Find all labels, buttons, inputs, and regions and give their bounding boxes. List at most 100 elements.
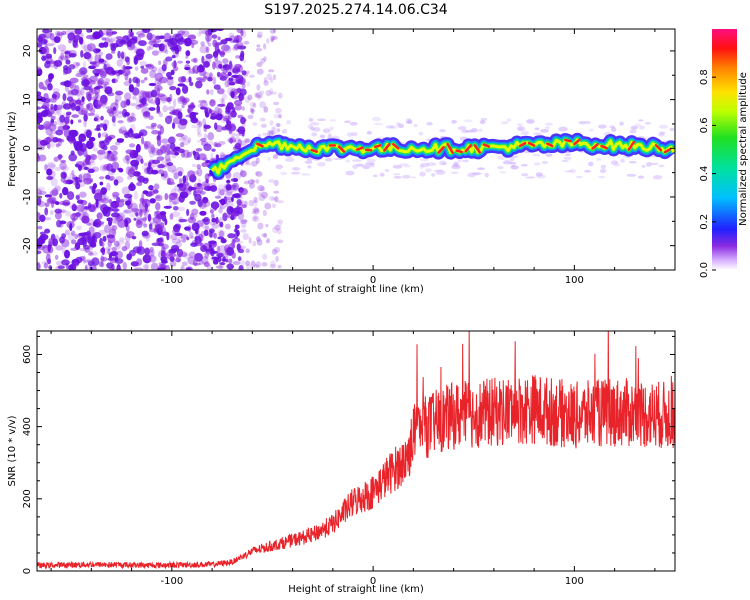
noise-blob bbox=[276, 128, 281, 133]
noise-blob bbox=[94, 114, 100, 122]
noise-blob bbox=[175, 108, 182, 112]
noise-blob bbox=[105, 174, 111, 180]
noise-blob bbox=[227, 71, 232, 77]
noise-blob bbox=[203, 182, 211, 187]
noise-blob bbox=[610, 127, 617, 132]
noise-blob bbox=[356, 163, 364, 167]
noise-blob bbox=[100, 115, 104, 121]
noise-blob bbox=[240, 116, 246, 125]
noise-blob bbox=[169, 261, 177, 267]
noise-blob bbox=[37, 124, 43, 130]
noise-blob bbox=[42, 102, 50, 109]
noise-blob bbox=[57, 44, 67, 51]
noise-blob bbox=[209, 29, 218, 33]
noise-blob bbox=[171, 122, 176, 129]
noise-blob bbox=[80, 237, 85, 244]
noise-blob bbox=[37, 154, 47, 162]
noise-blob bbox=[384, 168, 390, 172]
noise-blob bbox=[123, 217, 132, 224]
noise-blob bbox=[37, 91, 42, 96]
noise-blob bbox=[142, 217, 147, 222]
noise-blob bbox=[147, 146, 156, 155]
noise-blob bbox=[260, 57, 266, 64]
noise-blob bbox=[145, 250, 155, 258]
snr-frame bbox=[36, 330, 676, 572]
noise-blob bbox=[57, 265, 65, 270]
noise-blob bbox=[172, 66, 179, 72]
noise-blob bbox=[37, 106, 42, 110]
noise-blob bbox=[248, 199, 254, 207]
noise-blob bbox=[117, 120, 124, 124]
noise-blob bbox=[86, 112, 96, 116]
noise-blob bbox=[215, 113, 223, 121]
noise-blob bbox=[39, 233, 49, 241]
noise-blob bbox=[91, 61, 100, 68]
noise-blob bbox=[350, 132, 358, 137]
noise-blob bbox=[101, 32, 105, 36]
noise-blob bbox=[174, 223, 182, 230]
noise-blob bbox=[261, 191, 268, 199]
noise-blob bbox=[227, 63, 234, 71]
noise-blob bbox=[158, 112, 164, 118]
noise-blob bbox=[214, 257, 218, 262]
noise-blob bbox=[346, 132, 353, 137]
noise-blob bbox=[142, 254, 152, 264]
noise-blob bbox=[470, 128, 478, 133]
noise-blob bbox=[56, 116, 66, 126]
noise-blob bbox=[78, 133, 86, 143]
noise-blob bbox=[169, 93, 173, 102]
noise-blob bbox=[204, 107, 209, 116]
noise-blob bbox=[150, 122, 157, 127]
noise-blob bbox=[129, 154, 134, 160]
noise-blob bbox=[166, 157, 172, 164]
noise-blob bbox=[238, 195, 243, 200]
noise-blob bbox=[219, 205, 226, 210]
noise-blob bbox=[158, 76, 168, 84]
noise-blob bbox=[37, 124, 45, 130]
noise-blob bbox=[125, 99, 131, 106]
noise-blob bbox=[218, 263, 224, 270]
noise-blob bbox=[131, 87, 137, 96]
noise-blob bbox=[171, 238, 181, 244]
noise-blob bbox=[141, 136, 145, 145]
noise-blob bbox=[192, 66, 196, 74]
noise-blob bbox=[219, 97, 224, 103]
noise-blob bbox=[86, 231, 92, 241]
noise-blob bbox=[142, 165, 149, 171]
noise-blob bbox=[252, 122, 258, 126]
noise-blob bbox=[249, 101, 256, 108]
noise-blob bbox=[170, 234, 178, 241]
noise-blob bbox=[82, 173, 91, 182]
noise-blob bbox=[78, 232, 87, 237]
noise-blob bbox=[201, 55, 205, 64]
noise-blob bbox=[204, 173, 210, 181]
noise-blob bbox=[362, 164, 371, 170]
noise-blob bbox=[55, 129, 64, 136]
noise-blob bbox=[129, 182, 135, 191]
noise-blob bbox=[132, 246, 142, 254]
noise-blob bbox=[47, 110, 52, 116]
noise-blob bbox=[392, 164, 403, 169]
noise-blob bbox=[271, 126, 276, 132]
noise-blob bbox=[196, 126, 201, 135]
noise-blob bbox=[100, 190, 107, 195]
noise-blob bbox=[86, 259, 96, 263]
spectrogram-signal-track bbox=[206, 132, 675, 180]
noise-blob bbox=[66, 90, 75, 98]
noise-blob bbox=[252, 102, 257, 108]
noise-blob bbox=[232, 67, 239, 74]
noise-blob bbox=[157, 267, 163, 270]
noise-blob bbox=[596, 158, 602, 161]
noise-blob bbox=[38, 46, 47, 54]
noise-blob bbox=[166, 71, 172, 78]
noise-blob bbox=[88, 226, 95, 234]
noise-blob bbox=[136, 104, 145, 108]
noise-blob bbox=[174, 258, 182, 263]
y-tick-label: 600 bbox=[22, 345, 33, 364]
noise-blob bbox=[69, 222, 73, 232]
noise-blob bbox=[241, 204, 247, 209]
noise-blob bbox=[123, 99, 128, 108]
noise-blob bbox=[104, 133, 109, 143]
noise-blob bbox=[70, 29, 76, 38]
noise-blob bbox=[179, 118, 188, 126]
